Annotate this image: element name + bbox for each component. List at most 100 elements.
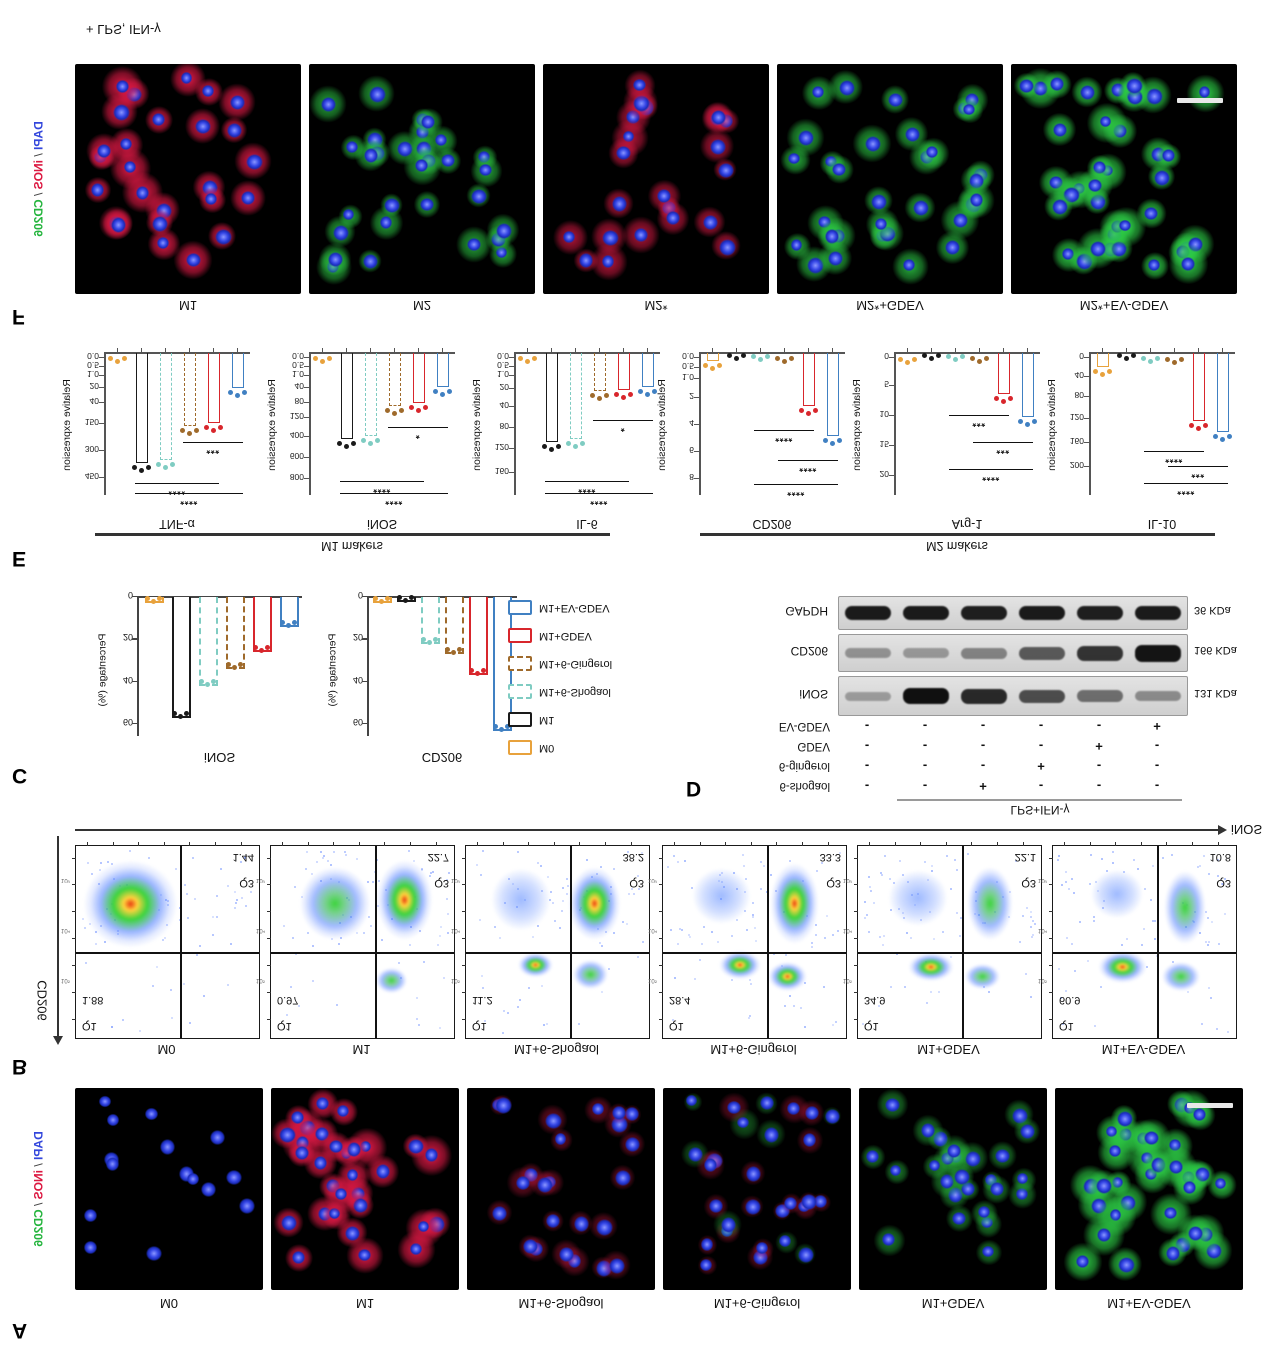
flow-left-ticklabel-M1+EV-GDEV-10⁵: 10⁵	[1038, 977, 1047, 983]
flow-speckle	[882, 935, 885, 938]
echart-TNF-α-dot-M1+EV-GDEV	[242, 390, 247, 395]
echart-IL-10-xtickmark	[1198, 348, 1200, 352]
flow-speckle	[311, 979, 314, 982]
panelF-image-M2*	[543, 64, 769, 294]
cchart-iNOS-dot-M1+GDEV	[265, 645, 270, 651]
blot-treatment-mark-6-gingerol-lane6: -	[1147, 759, 1167, 774]
echart-Arg-1-xtickmark	[955, 348, 957, 352]
echart-Arg-1-sig-stars-1-text: ***	[996, 444, 1010, 455]
flow-speckle	[478, 918, 481, 921]
flow-left-tick	[72, 991, 76, 993]
panelF-image-M2*+GDEV-cell-nucleus	[863, 135, 882, 154]
echart-TNF-α-ytick-20: 20	[72, 381, 99, 391]
flow-q3-M1+EV-GDEV: 10.8 Q3	[1210, 850, 1231, 889]
flow-speckle	[676, 943, 679, 946]
blot-treatment-mark-6-gingerol-lane5: -	[1089, 759, 1109, 774]
echart-IL-10-dot-M1+6-Gingerol	[1179, 357, 1184, 362]
echart-iNOS-ytickmark	[304, 478, 309, 480]
flow-speckle	[1030, 995, 1033, 998]
flow-speckle	[730, 935, 733, 938]
cchart-CD206-ytick-0-text: 0	[357, 590, 363, 600]
flow-left-tick	[659, 938, 663, 940]
panelF-image-M2-cell-nucleus	[320, 95, 338, 113]
blot-treatment-mark-EV-GDEV-lane3: -	[973, 719, 993, 734]
blot-treatment-mark-EV-GDEV-lane6-text: +	[1153, 719, 1161, 734]
flow-left-tick	[462, 1018, 466, 1020]
echart-CD206-dot-M1+GDEV	[813, 408, 818, 413]
echart-IL-10-sig-stars-0: ****	[1144, 453, 1204, 464]
panelA-image-M1+6-Shogaol-cell-nucleus	[610, 1105, 627, 1122]
echart-IL-6-dot-M1+6-Gingerol	[597, 396, 602, 401]
flow-speckle	[1031, 935, 1034, 938]
echart-Arg-1-ytick-20-text: 20	[879, 469, 889, 479]
echart-IL-6-dot-M1	[542, 444, 547, 449]
panelA-image-label-M1: M1	[271, 1296, 459, 1311]
flow-speckle	[480, 974, 483, 977]
blot-treatment-mark-GDEV-lane4-text: -	[1038, 739, 1044, 754]
echart-CD206-ytick-8: 8	[667, 472, 694, 482]
echart-TNF-α-dot-M1+GDEV	[204, 424, 209, 430]
flow-plot-M1-canvas	[271, 846, 454, 1038]
echart-TNF-α-ytickmark	[99, 356, 104, 358]
panelF-side-label-text: DAPI / iNOS / CD206	[32, 121, 46, 236]
echart-CD206-dot-M1+EV-GDEV	[837, 438, 842, 443]
panelF-image-M2*-cell-nucleus	[633, 227, 650, 244]
flow-speckle	[585, 858, 588, 861]
flow-left-tick	[267, 991, 271, 993]
panel-letter-B: B	[12, 1054, 27, 1078]
cchart-CD206-dot-M1+GDEV	[481, 668, 486, 674]
flow-speckle	[1155, 955, 1158, 957]
echart-IL-6-xtickmark	[551, 348, 553, 352]
echart-CD206-sig-stars-2: ****	[754, 486, 838, 497]
inos-axis-line	[75, 829, 1218, 831]
flow-speckle	[1153, 920, 1156, 923]
cchart-CD206-ytickmark	[362, 638, 367, 640]
flow-q3-value-M1+6-Shogaol: 38.2	[623, 850, 644, 863]
echart-IL-10-dot-M1	[1117, 352, 1122, 358]
flow-q1-M0: 1.88 Q1	[82, 993, 103, 1032]
flow-speckle	[164, 937, 167, 940]
flow-plot-M1+6-Shogaol: 38.2 Q3 11.2 Q1 10³ 10⁴ 10⁵	[451, 842, 650, 1039]
panelF-image-M2*-cell-nucleus	[701, 213, 719, 231]
echart-IL-6-title-text: IL-6	[576, 517, 598, 531]
echart-iNOS-dot-M1+6-Shogaol	[361, 438, 366, 443]
flow-left-ticklabel-M1+6-Gingerol-10³: 10³	[648, 877, 657, 883]
flow-population-M1+GDEV-0	[885, 867, 952, 929]
echart-iNOS-ytick-80-text: 80	[294, 395, 304, 406]
echart-CD206-ytickmark	[694, 377, 699, 379]
flow-q1-label-M1+GDEV-text: Q1	[864, 1020, 879, 1032]
echart-CD206-dot-M1+GDEV	[806, 411, 811, 416]
flow-speckle	[235, 899, 238, 902]
flow-top-tick	[971, 842, 973, 846]
panelF-image-M1-cell-nucleus	[89, 182, 106, 198]
flow-plot-M1+EV-GDEV: 10.8 Q3 60.9 Q1 10³ 10⁴ 10⁵	[1038, 842, 1237, 1039]
flow-speckle	[536, 861, 539, 864]
flow-speckle	[1142, 927, 1145, 930]
flow-q3-value-M0: 1.44	[233, 850, 254, 863]
echart-IL-10-ytick-0-text: 0	[1079, 350, 1084, 361]
inos-axis-label: iNOS	[1231, 822, 1262, 837]
flow-speckle	[305, 868, 308, 871]
echart-iNOS-ytickmark	[304, 401, 309, 403]
flow-speckle	[186, 916, 189, 919]
flow-speckle	[749, 978, 752, 981]
echart-CD206-sig-stars-2-text: ****	[787, 486, 805, 497]
flow-left-tick	[659, 911, 663, 913]
flow-top-tick	[1063, 842, 1065, 846]
flow-speckle	[824, 937, 827, 940]
flow-speckle	[960, 916, 963, 919]
flow-top-tick	[1115, 842, 1117, 846]
flow-speckle	[1079, 920, 1082, 923]
echart-IL-10-ytickmark	[1084, 442, 1089, 444]
flow-speckle	[600, 944, 603, 947]
flow-speckle	[1015, 859, 1018, 862]
echart-iNOS-ytickmark	[304, 386, 309, 388]
flow-left-ticklabel-M0-10³: 10³	[61, 877, 70, 883]
legend-item-M1+6-Shogaol: M1+6-Shogaol	[508, 684, 612, 699]
flow-top-tick	[333, 842, 335, 846]
flow-left-tick	[267, 857, 271, 859]
echart-iNOS-leader-M1+GDEV	[413, 353, 425, 403]
flow-speckle	[184, 884, 187, 887]
flow-q3-label-M1: Q3	[428, 876, 449, 889]
cchart-iNOS-xaxis-line	[137, 596, 302, 598]
